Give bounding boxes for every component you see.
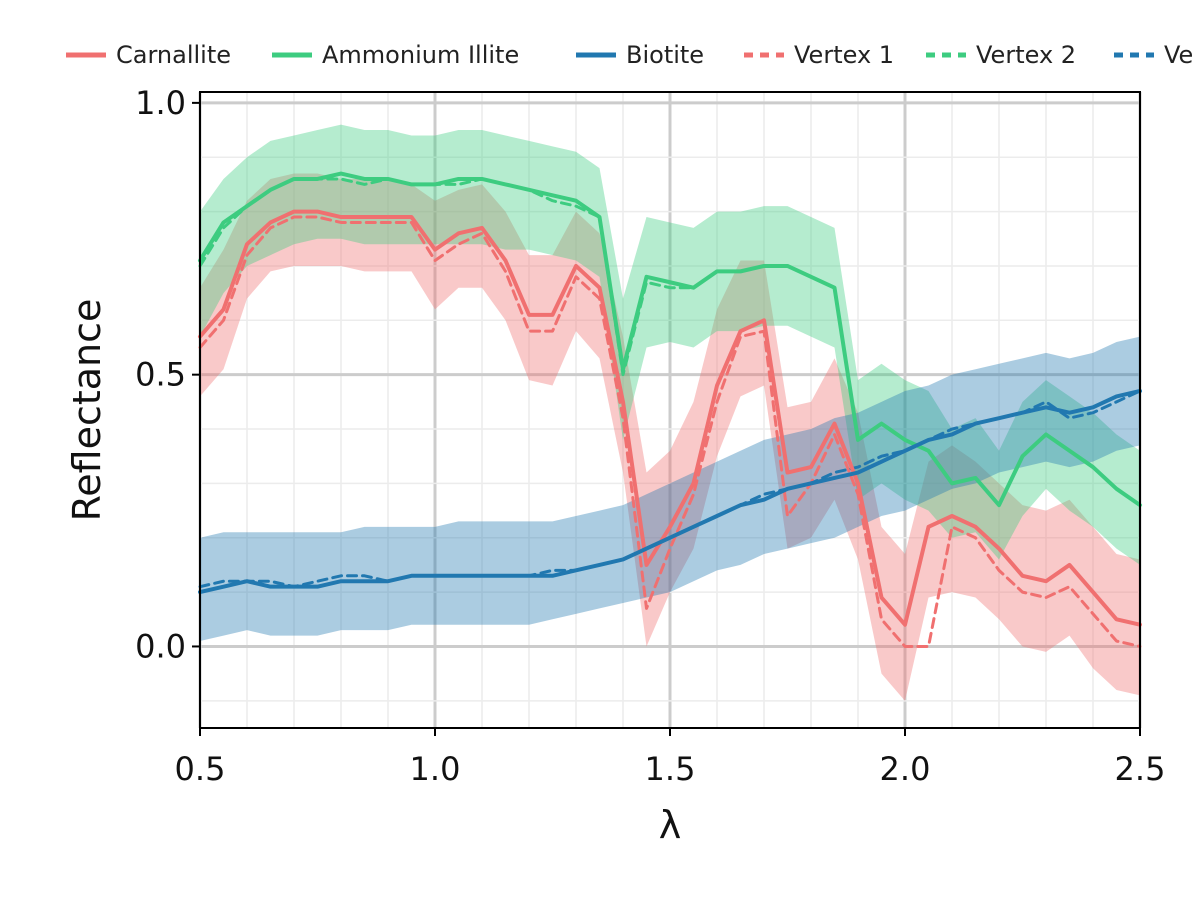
x-tick-label: 0.5 bbox=[175, 750, 226, 788]
legend-label: Vertex 1 bbox=[794, 41, 894, 69]
legend-label: Ve bbox=[1164, 41, 1193, 69]
band-ammonium-illite bbox=[200, 124, 1140, 565]
x-axis-title: λ bbox=[659, 803, 682, 847]
legend-label: Biotite bbox=[626, 41, 704, 69]
series-line-vertex-2 bbox=[198, 177, 1142, 507]
x-tick-label: 2.5 bbox=[1115, 750, 1166, 788]
series-line-ammonium-illite bbox=[198, 171, 1142, 508]
band-biotite bbox=[200, 336, 1140, 642]
y-axis-title: Reflectance bbox=[65, 299, 109, 522]
x-tick-label: 2.0 bbox=[880, 750, 931, 788]
series-line-biotite bbox=[198, 388, 1142, 595]
series-line-vertex-1 bbox=[198, 215, 1142, 648]
legend-label: Ammonium Illite bbox=[322, 41, 519, 69]
x-tick-label: 1.0 bbox=[410, 750, 461, 788]
y-tick-label: 0.0 bbox=[135, 627, 186, 665]
uncertainty-bands bbox=[200, 124, 1140, 701]
y-tick-label: 0.5 bbox=[135, 356, 186, 394]
legend: Carnallite Ammonium Illite Biotite Vertex 1… bbox=[66, 41, 1193, 69]
legend-label: Vertex 2 bbox=[976, 41, 1076, 69]
series-line-carnallite bbox=[198, 209, 1142, 627]
x-tick-label: 1.5 bbox=[645, 750, 696, 788]
series-lines bbox=[198, 171, 1142, 648]
axis-ticks: 0.5 1.0 1.5 2.0 2.5 0.0 0.5 1.0 bbox=[135, 84, 1165, 788]
band-carnallite bbox=[200, 173, 1140, 701]
y-tick-label: 1.0 bbox=[135, 84, 186, 122]
legend-label: Carnallite bbox=[116, 41, 231, 69]
